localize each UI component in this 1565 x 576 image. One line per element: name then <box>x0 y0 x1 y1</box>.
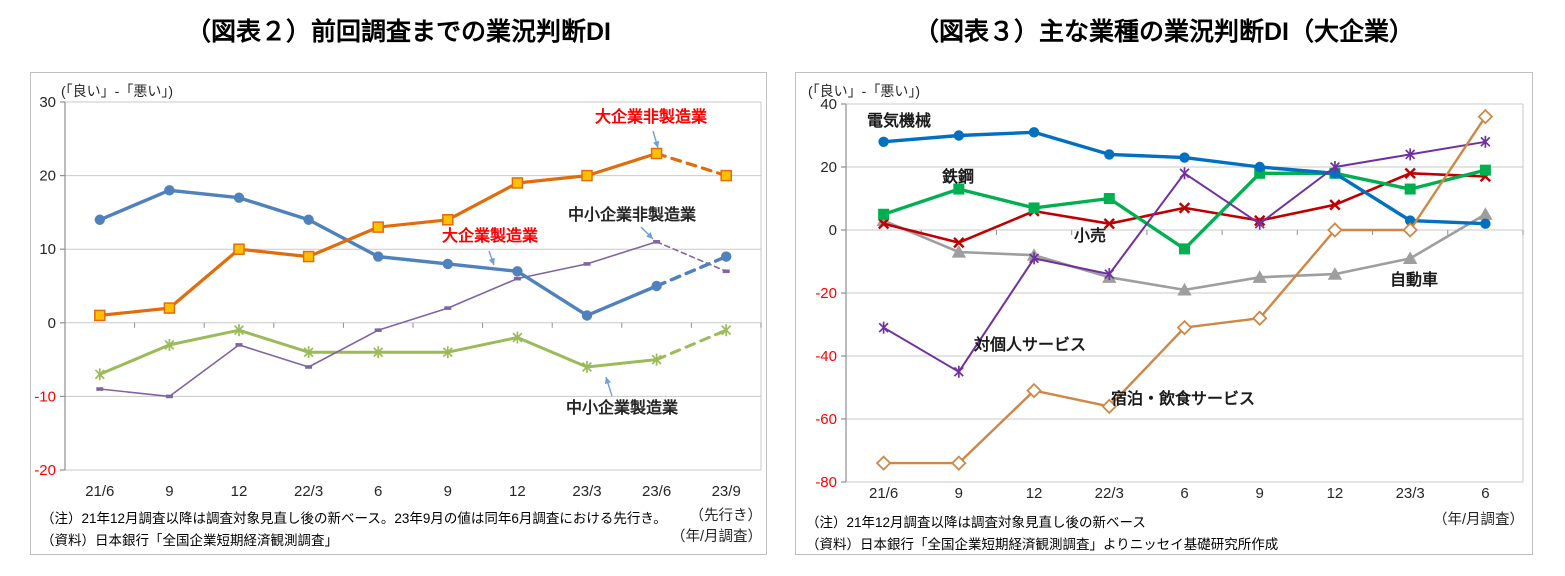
svg-text:9: 9 <box>1256 485 1264 502</box>
figure2-line-chart: 30 20 10 0 -10 -20 21/6 9 12 22/3 6 9 12 23/3 23/6 23/9… <box>34 94 762 500</box>
svg-text:-20: -20 <box>815 285 837 302</box>
figure3-source: （資料）日本銀行「全国企業短期経済観測調査」よりニッセイ基礎研究所作成 <box>806 537 1279 552</box>
svg-text:23/3: 23/3 <box>572 483 601 500</box>
svg-text:6: 6 <box>1481 485 1489 502</box>
svg-text:-20: -20 <box>34 462 56 479</box>
svg-text:22/3: 22/3 <box>294 483 323 500</box>
figure2-axis-unit-note: （年/月調査） <box>670 529 762 545</box>
svg-text:21/6: 21/6 <box>869 485 898 502</box>
svg-text:-60: -60 <box>815 411 837 428</box>
svg-text:大企業非製造業: 大企業非製造業 <box>595 107 708 126</box>
svg-text:6: 6 <box>374 483 382 500</box>
figure3-chart-frame: 40 20 0 -20 -40 -60 -80 21/6 9 12 22/3 6 9 12 23/3 6 電気機… <box>795 72 1533 555</box>
svg-text:12: 12 <box>1327 485 1344 502</box>
figure2-title: （図表２）前回調査までの業況判断DI <box>185 18 611 46</box>
figure2-source: （資料）日本銀行「全国企業短期経済観測調査」 <box>41 533 338 548</box>
figure3-axis-unit-note: （年/月調査） <box>1432 512 1524 528</box>
svg-text:鉄鋼: 鉄鋼 <box>942 167 974 186</box>
svg-text:-80: -80 <box>815 474 837 491</box>
svg-text:40: 40 <box>820 96 837 113</box>
svg-text:0: 0 <box>48 315 56 332</box>
svg-text:30: 30 <box>39 94 56 111</box>
svg-text:22/3: 22/3 <box>1095 485 1124 502</box>
svg-text:20: 20 <box>39 168 56 185</box>
figure3-axis-side-note: （年/月調査） <box>1433 510 1524 531</box>
svg-text:23/9: 23/9 <box>712 483 741 500</box>
svg-text:-10: -10 <box>34 388 56 405</box>
svg-text:23/3: 23/3 <box>1396 485 1425 502</box>
figure3-units-label: (「良い」-「悪い」) <box>808 83 920 99</box>
svg-text:-40: -40 <box>815 348 837 365</box>
svg-text:対個人サービス: 対個人サービス <box>973 335 1086 354</box>
figure3-note: （注）21年12月調査以降は調査対象見直し後の新ベース <box>806 515 1146 530</box>
svg-text:20: 20 <box>820 159 837 176</box>
svg-text:大企業製造業: 大企業製造業 <box>442 226 539 245</box>
figure3-title: （図表３）主な業種の業況判断DI（大企業） <box>913 18 1414 46</box>
svg-text:電気機械: 電気機械 <box>867 111 931 130</box>
svg-text:宿泊・飲食サービス: 宿泊・飲食サービス <box>1111 389 1255 408</box>
svg-text:21/6: 21/6 <box>85 483 114 500</box>
svg-text:6: 6 <box>1180 485 1188 502</box>
svg-text:12: 12 <box>509 483 526 500</box>
svg-text:10: 10 <box>39 241 56 258</box>
svg-text:9: 9 <box>444 483 452 500</box>
svg-text:小売: 小売 <box>1074 226 1106 245</box>
svg-text:9: 9 <box>955 485 963 502</box>
svg-text:12: 12 <box>231 483 248 500</box>
figure2-axis-side-note: （先行き） （年/月調査） <box>671 506 762 548</box>
figure2-chart-frame: 30 20 10 0 -10 -20 21/6 9 12 22/3 6 9 12 23/3 23/6 23/9… <box>30 72 767 555</box>
figure3-line-chart: 40 20 0 -20 -40 -60 -80 21/6 9 12 22/3 6 9 12 23/3 6 電気機… <box>815 96 1524 502</box>
svg-text:中小企業非製造業: 中小企業非製造業 <box>568 205 697 224</box>
svg-text:自動車: 自動車 <box>1390 270 1438 289</box>
figure2-note: （注）21年12月調査以降は調査対象見直し後の新ベース。23年9月の値は同年6月… <box>41 511 667 526</box>
svg-text:9: 9 <box>165 483 173 500</box>
figure2-units-label: (「良い」-「悪い」) <box>61 83 173 99</box>
svg-text:0: 0 <box>829 222 837 239</box>
svg-text:23/6: 23/6 <box>642 483 671 500</box>
svg-text:中小企業製造業: 中小企業製造業 <box>566 398 679 417</box>
svg-text:12: 12 <box>1026 485 1043 502</box>
figure2-forecast-note: （先行き） <box>689 508 763 524</box>
